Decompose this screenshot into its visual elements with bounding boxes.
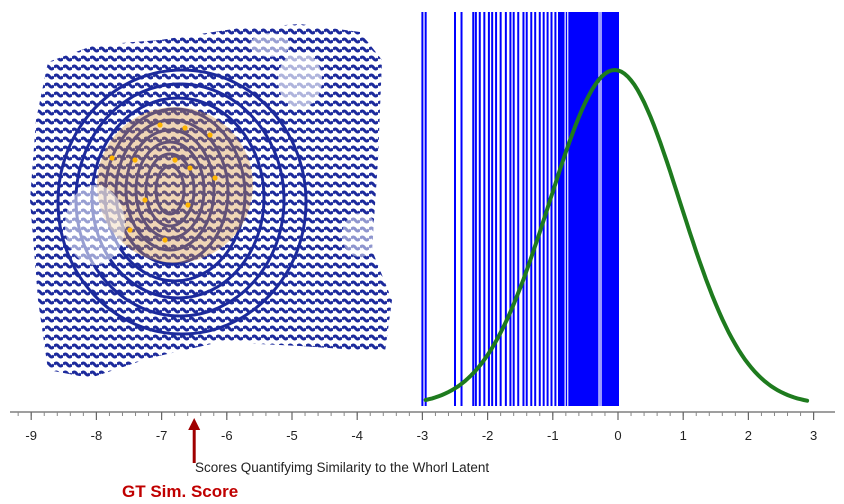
whorl-fingerprint-image: [30, 24, 392, 378]
x-tick-label: -4: [351, 428, 363, 443]
rug-gap: [600, 12, 602, 406]
x-tick-label: -8: [91, 428, 103, 443]
rug-gap: [598, 12, 600, 406]
rug-dense-block: [558, 12, 618, 406]
x-tick-label: 0: [614, 428, 621, 443]
rug-gap: [567, 12, 569, 406]
x-tick-label: -6: [221, 428, 233, 443]
x-tick-label: -2: [482, 428, 494, 443]
x-tick-label: -1: [547, 428, 559, 443]
x-tick-label: -3: [417, 428, 429, 443]
x-tick-label: 1: [680, 428, 687, 443]
gt-score-label: GT Sim. Score: [122, 482, 238, 501]
gt-arrow-head: [188, 418, 201, 430]
x-axis: -9 -8 -7 -6 -5 -4 -3 -2 -1 0 1 2 3: [10, 411, 835, 443]
major-ticks: -9 -8 -7 -6 -5 -4 -3 -2 -1 0 1 2 3: [25, 412, 817, 443]
rug-gap: [564, 12, 566, 406]
x-tick-label: -7: [156, 428, 168, 443]
x-tick-label: 2: [745, 428, 752, 443]
x-tick-label: 3: [810, 428, 817, 443]
gt-score-marker: GT Sim. Score: [122, 418, 238, 501]
x-tick-label: -9: [25, 428, 37, 443]
density-curve: [423, 67, 810, 403]
x-tick-label: -5: [286, 428, 298, 443]
x-axis-label: Scores Quantifyimg Similarity to the Who…: [195, 460, 489, 475]
